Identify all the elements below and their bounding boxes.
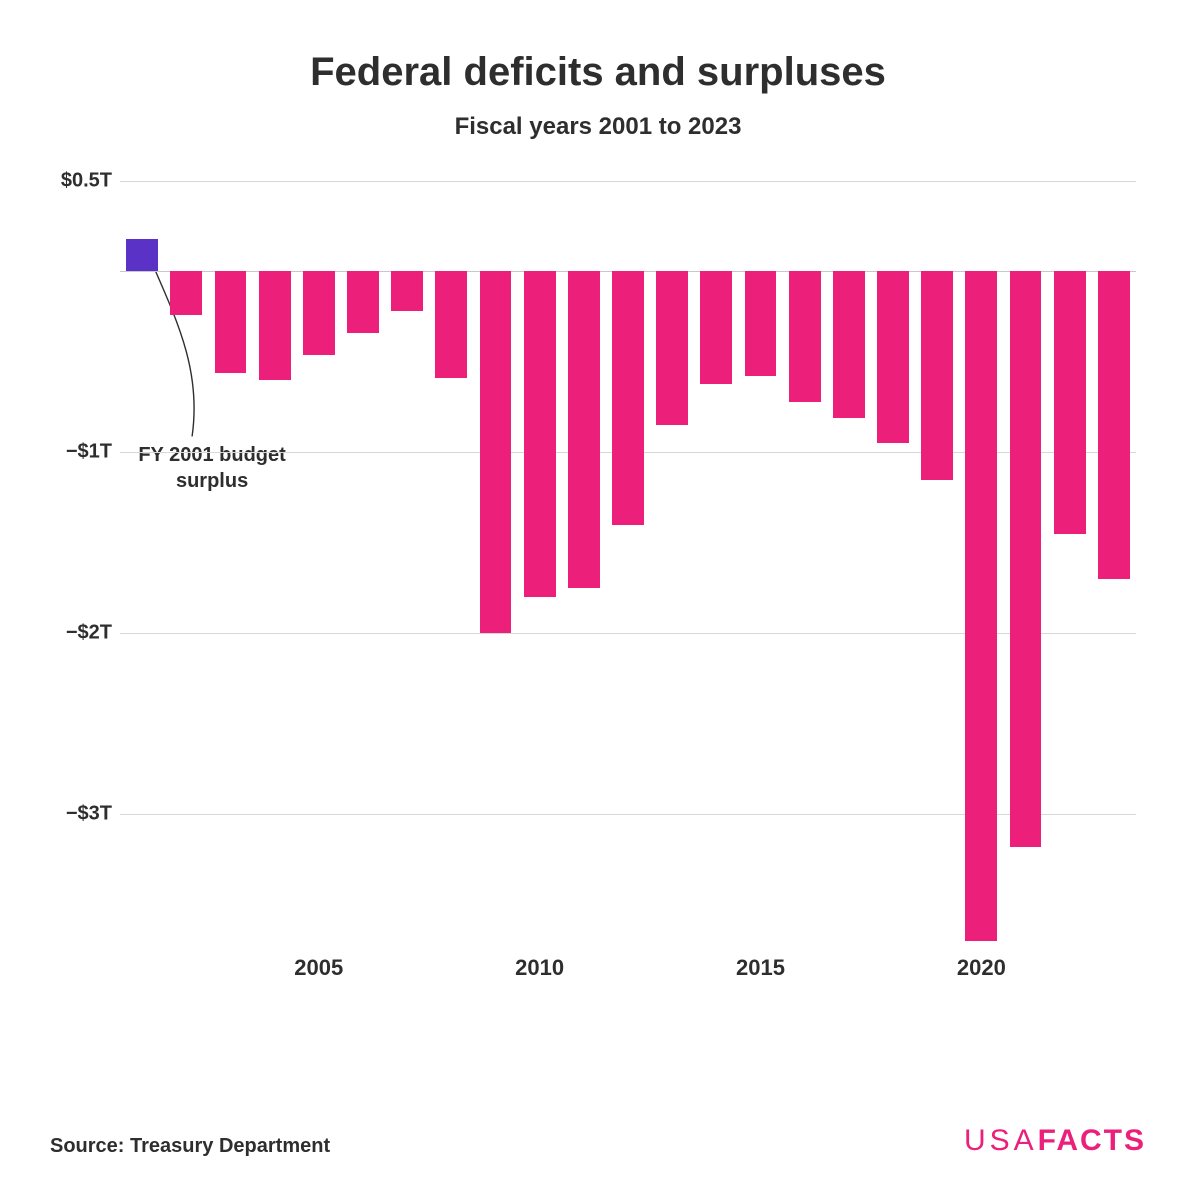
bar <box>170 271 202 314</box>
bar <box>391 271 423 311</box>
annotation-line2: surplus <box>176 470 248 492</box>
logo-bold: FACTS <box>1038 1124 1146 1157</box>
bar <box>789 271 821 401</box>
bar <box>568 271 600 588</box>
chart-subtitle: Fiscal years 2001 to 2023 <box>50 113 1146 141</box>
bar <box>612 271 644 524</box>
logo-thin: USA <box>964 1124 1038 1157</box>
x-axis-label: 2005 <box>294 955 343 981</box>
x-axis-label: 2020 <box>957 955 1006 981</box>
bar <box>700 271 732 383</box>
x-axis-label: 2010 <box>515 955 564 981</box>
bar <box>480 271 512 633</box>
annotation-fy2001: FY 2001 budget surplus <box>122 442 302 494</box>
gridline <box>120 181 1136 182</box>
bar <box>745 271 777 376</box>
chart-title: Federal deficits and surpluses <box>50 50 1146 95</box>
annotation-line1: FY 2001 budget <box>138 444 285 466</box>
x-axis-label: 2015 <box>736 955 785 981</box>
bar <box>524 271 556 597</box>
bar <box>215 271 247 372</box>
y-axis-label: −$1T <box>66 441 120 464</box>
source-text: Source: Treasury Department <box>50 1135 330 1158</box>
bar <box>656 271 688 425</box>
bar <box>921 271 953 479</box>
chart-area: FY 2001 budget surplus $0.5T−$1T−$2T−$3T… <box>50 181 1146 1001</box>
bar <box>347 271 379 333</box>
bar <box>833 271 865 418</box>
bar <box>303 271 335 354</box>
y-axis-label: $0.5T <box>61 170 120 193</box>
plot-region: FY 2001 budget surplus $0.5T−$1T−$2T−$3T… <box>120 181 1136 941</box>
bar <box>126 239 158 272</box>
y-axis-label: −$2T <box>66 622 120 645</box>
bar <box>877 271 909 443</box>
bar <box>259 271 291 380</box>
y-axis-label: −$3T <box>66 803 120 826</box>
usafacts-logo: USAFACTS <box>964 1124 1146 1158</box>
bar <box>1010 271 1042 846</box>
bar <box>435 271 467 378</box>
bar <box>1054 271 1086 533</box>
bar <box>1098 271 1130 579</box>
bar <box>965 271 997 941</box>
